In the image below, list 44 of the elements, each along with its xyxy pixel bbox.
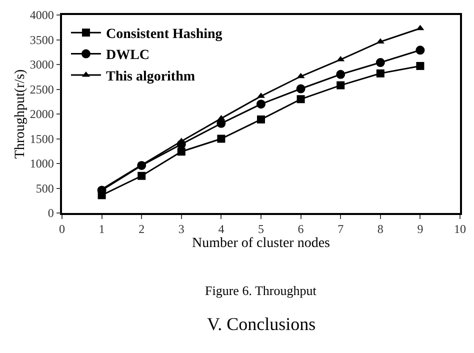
point: [336, 70, 346, 79]
y-tick-label: 1500: [30, 132, 54, 146]
x-tick-label: 10: [454, 222, 466, 236]
x-axis-title: Number of cluster nodes: [192, 236, 330, 252]
point: [376, 69, 384, 78]
y-tick-label: 2500: [30, 82, 54, 96]
point: [416, 24, 424, 30]
text: V. Conclusions: [207, 314, 316, 334]
y-axis-title: Throughput(r/s): [12, 68, 28, 159]
y-tick-label: 4000: [30, 8, 54, 22]
legend-label: Consistent Hashing: [106, 27, 222, 42]
x-tick-label: 9: [417, 222, 424, 236]
y-tick-label: 3000: [30, 58, 54, 72]
x-tick-label: 5: [258, 222, 264, 236]
legend-label: This algorithm: [106, 69, 196, 84]
x-tick-label: 7: [338, 222, 344, 236]
point: [137, 160, 146, 170]
point: [138, 172, 146, 180]
caption: Figure 6. Throughput: [205, 283, 317, 298]
point: [296, 72, 305, 78]
x-tick-label: 3: [178, 222, 184, 236]
x-tick-label: 8: [377, 222, 384, 236]
y-tick-label: 1000: [30, 156, 54, 171]
y-tick-label: 3500: [30, 32, 54, 47]
y-tick-label: 0: [48, 206, 54, 220]
y-tick-label: 2000: [30, 107, 54, 122]
point: [376, 58, 385, 68]
x-tick-label: 4: [218, 222, 224, 236]
point: [336, 81, 345, 90]
point: [416, 46, 425, 55]
point: [217, 134, 226, 143]
point: [256, 100, 266, 109]
point: [177, 148, 186, 156]
x-tick-label: 0: [59, 222, 65, 236]
point: [176, 140, 186, 149]
point: [296, 84, 306, 94]
point: [296, 95, 305, 104]
x-tick-label: 1: [98, 222, 105, 236]
point: [257, 115, 265, 124]
x-tick-label: 2: [138, 222, 145, 236]
legend-label: DWLC: [106, 48, 150, 64]
y-tick-label: 500: [36, 181, 54, 196]
point: [416, 62, 424, 70]
x-tick-label: 6: [298, 222, 304, 236]
